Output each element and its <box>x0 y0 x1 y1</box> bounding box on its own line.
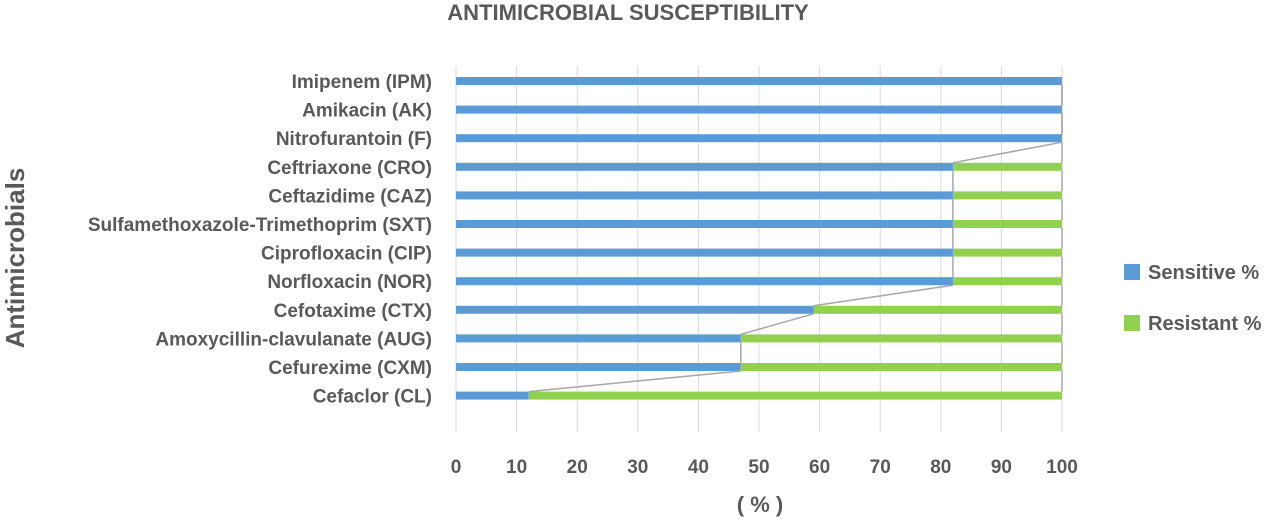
legend-swatch <box>1124 315 1140 331</box>
bar-sensitive <box>456 77 1062 85</box>
bar-sensitive <box>456 277 953 286</box>
x-tick-label: 70 <box>870 457 891 478</box>
category-label: Cefotaxime (CTX) <box>274 301 432 322</box>
x-tick-label: 20 <box>567 457 588 478</box>
bar-sensitive <box>456 391 529 400</box>
bar-sensitive <box>456 162 953 171</box>
x-axis-title: ( % ) <box>737 492 783 517</box>
series-line-sensitive <box>740 313 814 336</box>
bar-sensitive <box>456 363 741 371</box>
bar-resistant <box>528 391 1062 400</box>
category-label: Ciprofloxacin (CIP) <box>261 244 432 265</box>
bar-sensitive <box>456 191 953 200</box>
category-label: Amikacin (AK) <box>302 101 432 122</box>
legend-label: Resistant % <box>1148 313 1262 335</box>
bar-resistant <box>740 363 1062 371</box>
x-tick-label: 40 <box>688 457 709 478</box>
bars <box>456 77 1062 400</box>
bar-resistant <box>740 334 1062 343</box>
bar-sensitive <box>456 248 953 257</box>
x-tick-labels: 0 10 20 30 40 50 60 70 80 90 100 <box>451 457 1078 478</box>
bar-resistant <box>813 305 1062 314</box>
bar-sensitive <box>456 220 953 228</box>
x-tick-label: 60 <box>809 457 830 478</box>
category-label: Imipenem (IPM) <box>292 72 432 93</box>
legend-swatch <box>1124 264 1140 280</box>
series-lines <box>528 85 1063 393</box>
x-tick-label: 0 <box>451 457 462 478</box>
category-labels: Imipenem (IPM) Amikacin (AK) Nitrofurantoi… <box>88 72 432 408</box>
bar-resistant <box>952 248 1062 257</box>
bar-sensitive <box>456 134 1062 143</box>
category-label: Ceftriaxone (CRO) <box>267 158 432 179</box>
category-label: Sulfamethoxazole-Trimethoprim (SXT) <box>88 215 432 236</box>
bar-resistant <box>952 220 1062 228</box>
x-tick-label: 50 <box>748 457 769 478</box>
bar-sensitive <box>456 334 741 343</box>
category-label: Nitrofurantoin (F) <box>276 129 432 150</box>
x-tick-label: 80 <box>930 457 951 478</box>
bar-resistant <box>952 191 1062 200</box>
legend: Sensitive % Resistant % <box>1124 262 1262 335</box>
series-line-sensitive <box>952 141 1063 164</box>
bar-sensitive <box>456 305 814 314</box>
bar-sensitive <box>456 105 1062 114</box>
chart-title: ANTIMICROBIAL SUSCEPTIBILITY <box>447 0 809 25</box>
bar-resistant <box>952 277 1062 286</box>
category-label: Norfloxacin (NOR) <box>267 272 432 293</box>
x-tick-label: 10 <box>506 457 527 478</box>
series-line-sensitive <box>813 284 954 307</box>
x-tick-label: 90 <box>991 457 1012 478</box>
y-axis-title: Antimicrobials <box>0 168 30 349</box>
category-label: Cefaclor (CL) <box>313 387 432 408</box>
category-label: Ceftazidime (CAZ) <box>268 186 432 207</box>
series-line-sensitive <box>528 370 741 393</box>
category-label: Cefureximе (CXM) <box>268 358 432 379</box>
category-label: Amoxycillin-clavulanate (AUG) <box>155 329 432 350</box>
legend-label: Sensitive % <box>1148 262 1259 284</box>
x-tick-label: 30 <box>627 457 648 478</box>
bar-resistant <box>952 162 1062 171</box>
x-tick-label: 100 <box>1046 457 1078 478</box>
